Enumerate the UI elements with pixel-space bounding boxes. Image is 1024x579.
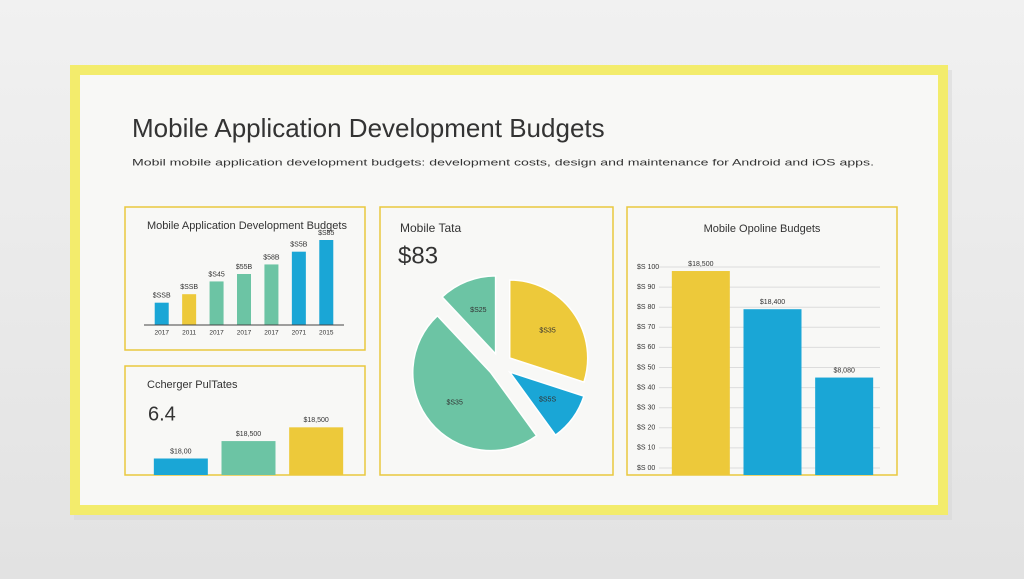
bar: [743, 309, 802, 475]
bar: [153, 458, 208, 475]
panel-title: Mobile Tata: [400, 221, 461, 235]
x-tick-label: 2015: [319, 330, 334, 337]
x-tick-label: 2017: [209, 330, 224, 337]
poster-subtitle: Mobil mobile application development bud…: [132, 158, 874, 169]
bar-label: $S45: [208, 271, 224, 278]
y-tick-label: $S 80: [637, 304, 655, 311]
x-tick-label: 2017: [264, 330, 279, 337]
bar-label: $8,080: [833, 367, 855, 374]
x-tick-label: 2017: [154, 330, 169, 337]
y-tick-label: $S 40: [637, 384, 655, 391]
panel: [379, 206, 614, 476]
bar-label: $18,00: [170, 448, 192, 455]
bar: [237, 274, 251, 325]
y-tick-label: $S 50: [637, 364, 655, 371]
y-tick-label: $S 60: [637, 344, 655, 351]
bar-label: $18,500: [688, 261, 713, 268]
panel-title: Ccherger PulTates: [147, 379, 238, 391]
pie-slice: [507, 370, 585, 437]
bar: [154, 302, 169, 325]
bar-label: $58B: [263, 254, 280, 261]
bar: [182, 294, 197, 325]
y-tick-label: $S 30: [637, 405, 655, 412]
y-tick-label: $S 20: [637, 425, 655, 432]
pie-slice: [441, 275, 497, 356]
pie-slice: [412, 314, 538, 452]
x-tick-label: 2017: [237, 330, 252, 337]
bar: [291, 251, 306, 325]
bar: [319, 240, 334, 325]
panel: [124, 206, 366, 351]
bar-label: $S85: [318, 230, 334, 237]
bar-label: $SSB: [180, 284, 198, 291]
panel-title: Mobile Application Development Budgets: [147, 220, 347, 232]
x-tick-label: 2071: [292, 330, 307, 337]
slice-label: $S35: [539, 327, 555, 334]
bar: [264, 264, 279, 325]
y-tick-label: $S 10: [637, 445, 655, 452]
bar-label: $SSB: [153, 293, 171, 300]
bar-label: $18,500: [304, 417, 329, 424]
y-tick-label: $S 100: [637, 264, 659, 271]
bar: [671, 271, 730, 475]
pie-slice: [508, 279, 589, 383]
bar-label: $18,500: [236, 431, 261, 438]
y-tick-label: $S 00: [637, 465, 655, 472]
y-tick-label: $S 70: [637, 324, 655, 331]
slice-label: $S35: [447, 399, 463, 406]
x-tick-label: 2011: [182, 330, 196, 337]
slice-label: $S5S: [539, 396, 556, 403]
bar-label: $18,400: [760, 299, 785, 306]
bar: [815, 377, 874, 475]
bar-label: $S5B: [290, 242, 307, 249]
bar-label: $55B: [236, 264, 253, 271]
y-tick-label: $S 90: [637, 284, 655, 291]
panel-title: Mobile Opoline Budgets: [704, 223, 821, 235]
poster-title: Mobile Application Development Budgets: [132, 113, 605, 143]
panel-highlight: $83: [398, 242, 438, 269]
bar: [209, 281, 224, 325]
slice-label: $S25: [470, 307, 486, 314]
bar: [221, 441, 276, 475]
panel-highlight: 6.4: [148, 403, 176, 425]
bar: [289, 427, 344, 475]
